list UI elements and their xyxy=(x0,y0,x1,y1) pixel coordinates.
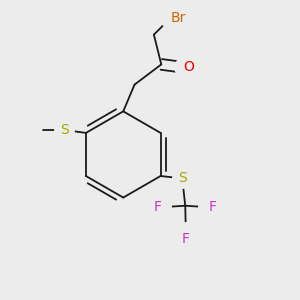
Text: O: O xyxy=(184,60,194,74)
Text: S: S xyxy=(178,171,187,185)
Text: F: F xyxy=(182,232,190,247)
Text: F: F xyxy=(154,200,161,214)
Text: F: F xyxy=(208,200,216,214)
Text: Br: Br xyxy=(170,11,186,25)
Text: S: S xyxy=(60,123,69,137)
